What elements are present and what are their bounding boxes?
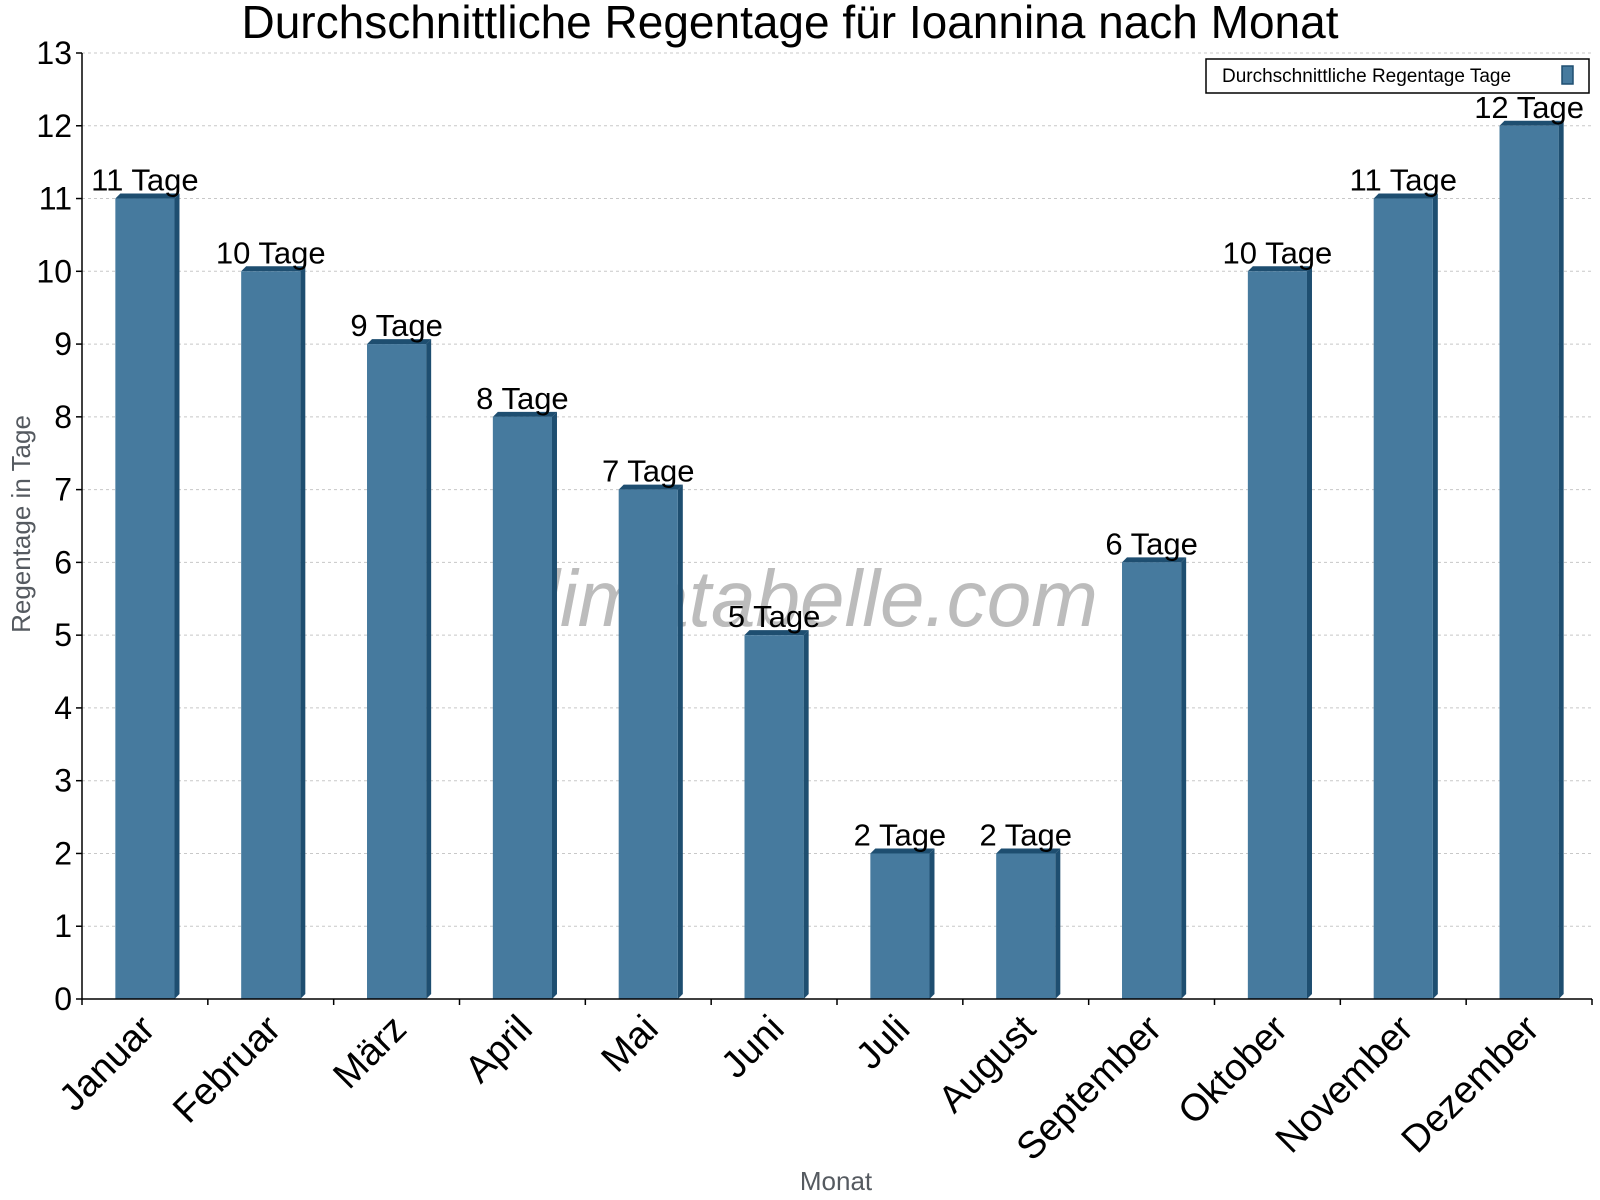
bar xyxy=(1122,562,1182,999)
bar xyxy=(996,853,1056,999)
x-axis-label: Monat xyxy=(800,1166,873,1196)
x-tick-label: März xyxy=(326,1008,415,1097)
data-label: 6 Tage xyxy=(1105,526,1198,561)
bar xyxy=(1499,125,1559,1000)
bar-top xyxy=(744,630,809,636)
bar-side xyxy=(803,630,809,999)
bar xyxy=(241,271,301,999)
bar-side xyxy=(1055,848,1061,999)
legend-label: Durchschnittliche Regentage Tage xyxy=(1222,66,1511,87)
y-tick-label: 9 xyxy=(54,326,72,362)
bar-side xyxy=(929,848,935,999)
data-label: 7 Tage xyxy=(602,454,695,489)
y-tick-label: 4 xyxy=(54,690,72,726)
bar-side xyxy=(300,266,306,999)
y-tick-label: 7 xyxy=(54,472,72,508)
legend-swatch xyxy=(1561,65,1574,85)
data-label: 2 Tage xyxy=(979,817,1072,852)
data-label: 11 Tage xyxy=(1350,163,1457,198)
bar-side xyxy=(677,484,683,1000)
x-tick-label: November xyxy=(1268,1007,1422,1161)
chart-title: Durchschnittliche Regentage für Ioannina… xyxy=(241,0,1338,48)
bar-top xyxy=(1373,193,1438,199)
bar-side xyxy=(1181,557,1187,999)
watermark: klimatabelle.com xyxy=(502,554,1098,643)
x-tick-label: Dezember xyxy=(1394,1007,1548,1161)
legend-box xyxy=(1205,58,1590,94)
bar-top xyxy=(367,339,432,345)
y-tick-label: 0 xyxy=(54,981,72,1017)
bar-side xyxy=(551,411,557,999)
y-tick-label: 13 xyxy=(36,35,72,71)
y-tick-label: 3 xyxy=(54,763,72,799)
y-tick-label: 11 xyxy=(39,181,72,217)
bar xyxy=(870,853,930,999)
bar xyxy=(367,344,427,1000)
data-label: 5 Tage xyxy=(728,599,821,634)
y-tick-label: 10 xyxy=(36,253,72,289)
axes xyxy=(76,52,1593,1005)
bar-top xyxy=(1499,120,1564,126)
bar xyxy=(492,416,552,999)
bar-side xyxy=(1432,193,1438,1000)
bar xyxy=(744,635,804,999)
y-tick-label: 12 xyxy=(36,108,72,144)
data-label: 9 Tage xyxy=(350,308,443,343)
bar-top xyxy=(996,848,1061,854)
y-tick-label: 5 xyxy=(54,617,72,653)
x-tick-label: Februar xyxy=(165,1007,289,1131)
data-label: 12 Tage xyxy=(1474,90,1584,125)
x-tick-label: Januar xyxy=(51,1007,163,1119)
x-ticks: Januar Februar März April Mai Juni Juli AugustS… xyxy=(51,1007,1547,1168)
bar-top xyxy=(870,848,935,854)
data-label: 2 Tage xyxy=(854,817,947,852)
bar-side xyxy=(1558,120,1564,1000)
x-tick-label: Oktober xyxy=(1171,1007,1297,1133)
data-label: 11 Tage xyxy=(91,163,198,198)
y-axis-label: Regentage in Tage xyxy=(6,415,36,633)
x-tick-label: Mai xyxy=(594,1008,667,1081)
bar-top xyxy=(492,411,557,417)
data-label: 10 Tage xyxy=(216,235,326,270)
data-label: 8 Tage xyxy=(476,381,569,416)
y-tick-label: 1 xyxy=(54,908,72,944)
y-tick-label: 6 xyxy=(54,544,72,580)
bar-side xyxy=(426,339,432,1000)
bar xyxy=(1373,198,1433,1000)
data-labels: 11 Tage 10 Tage 9 Tage 8 Tage 7 Tage 5 Tage 2 … xyxy=(91,90,1584,853)
y-tick-label: 2 xyxy=(54,835,72,871)
x-tick-label: Juli xyxy=(848,1008,918,1078)
bar-top xyxy=(241,266,306,272)
bar-side xyxy=(174,193,180,1000)
bar xyxy=(618,489,678,999)
bar-top xyxy=(1247,266,1312,272)
bar-top xyxy=(115,193,180,199)
bar xyxy=(115,198,175,1000)
x-tick-label: August xyxy=(931,1007,1045,1121)
bar xyxy=(1247,271,1307,999)
data-label: 10 Tage xyxy=(1223,235,1333,270)
legend: Durchschnittliche Regentage Tage xyxy=(1205,58,1590,94)
x-tick-label: Juni xyxy=(713,1008,792,1087)
bar-top xyxy=(618,484,683,490)
y-tick-label: 8 xyxy=(54,399,72,435)
bar-side xyxy=(1306,266,1312,999)
x-tick-label: April xyxy=(457,1008,540,1091)
bars xyxy=(115,120,1564,1000)
bar-top xyxy=(1122,557,1187,563)
